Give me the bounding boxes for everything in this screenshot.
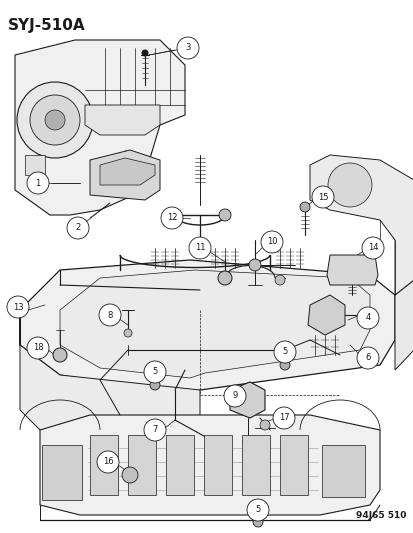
Polygon shape	[230, 382, 264, 418]
Circle shape	[259, 420, 269, 430]
Circle shape	[150, 380, 159, 390]
Polygon shape	[307, 295, 344, 335]
Text: 1: 1	[35, 179, 40, 188]
Circle shape	[142, 50, 147, 56]
Polygon shape	[166, 435, 194, 495]
Polygon shape	[90, 435, 118, 495]
Polygon shape	[100, 158, 154, 185]
Circle shape	[327, 163, 371, 207]
Circle shape	[252, 517, 262, 527]
Text: 10: 10	[266, 238, 277, 246]
Polygon shape	[20, 310, 199, 440]
Circle shape	[279, 360, 289, 370]
Text: SYJ-510A: SYJ-510A	[8, 18, 85, 33]
Circle shape	[99, 304, 121, 326]
Circle shape	[45, 110, 65, 130]
Polygon shape	[15, 40, 185, 215]
Text: 15: 15	[317, 192, 328, 201]
Circle shape	[356, 307, 378, 329]
Text: 5: 5	[152, 367, 157, 376]
Circle shape	[27, 337, 49, 359]
Circle shape	[161, 207, 183, 229]
Text: 7: 7	[152, 425, 157, 434]
Circle shape	[177, 37, 199, 59]
Polygon shape	[309, 155, 413, 295]
Circle shape	[218, 209, 230, 221]
Circle shape	[144, 419, 166, 441]
Circle shape	[299, 202, 309, 212]
Polygon shape	[204, 435, 231, 495]
Circle shape	[247, 499, 268, 521]
Polygon shape	[85, 105, 159, 135]
Text: 4: 4	[365, 313, 370, 322]
Circle shape	[361, 237, 383, 259]
Circle shape	[248, 259, 260, 271]
Circle shape	[67, 217, 89, 239]
Text: 18: 18	[33, 343, 43, 352]
Circle shape	[97, 451, 119, 473]
Circle shape	[272, 407, 294, 429]
Circle shape	[17, 82, 93, 158]
Text: 17: 17	[278, 414, 289, 423]
Circle shape	[124, 329, 132, 337]
Polygon shape	[128, 435, 156, 495]
Text: 16: 16	[102, 457, 113, 466]
Text: 14: 14	[367, 244, 377, 253]
Circle shape	[311, 186, 333, 208]
Polygon shape	[25, 155, 45, 175]
Polygon shape	[20, 260, 394, 395]
Circle shape	[189, 237, 211, 259]
Circle shape	[218, 271, 231, 285]
Circle shape	[7, 296, 29, 318]
Polygon shape	[394, 280, 413, 370]
Polygon shape	[279, 435, 307, 495]
Polygon shape	[40, 415, 379, 515]
Circle shape	[169, 209, 180, 221]
Text: 2: 2	[75, 223, 81, 232]
Circle shape	[27, 172, 49, 194]
Polygon shape	[90, 150, 159, 200]
Circle shape	[122, 467, 138, 483]
Circle shape	[144, 361, 166, 383]
Text: 3: 3	[185, 44, 190, 52]
Circle shape	[260, 231, 282, 253]
Text: 5: 5	[282, 348, 287, 357]
Text: 6: 6	[364, 353, 370, 362]
Text: 13: 13	[13, 303, 23, 311]
Circle shape	[53, 348, 67, 362]
Text: 5: 5	[255, 505, 260, 514]
Text: 8: 8	[107, 311, 112, 319]
Circle shape	[356, 347, 378, 369]
Text: 9: 9	[232, 392, 237, 400]
Text: 94J65 510: 94J65 510	[355, 511, 405, 520]
Polygon shape	[42, 445, 82, 500]
Text: 12: 12	[166, 214, 177, 222]
Circle shape	[274, 275, 284, 285]
Circle shape	[273, 341, 295, 363]
Polygon shape	[321, 445, 364, 497]
Text: 11: 11	[194, 244, 205, 253]
Polygon shape	[60, 270, 369, 378]
Polygon shape	[242, 435, 269, 495]
Circle shape	[30, 95, 80, 145]
Polygon shape	[326, 255, 377, 285]
Circle shape	[223, 385, 245, 407]
